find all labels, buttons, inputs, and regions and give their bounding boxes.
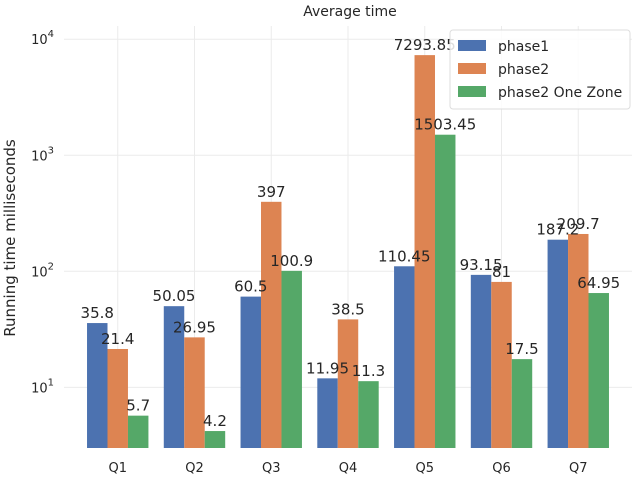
bar — [358, 381, 379, 448]
y-tick-exponent: 4 — [48, 29, 54, 40]
x-axis-ticks: Q1 Q2 Q3 Q4 Q5 Q6 Q7 — [108, 461, 587, 476]
bar — [547, 239, 569, 448]
data-labels: 35.8 50.05 60.5 11.95 110.45 93.15 187.2 21.4 26… — [81, 36, 621, 430]
bars — [87, 55, 609, 448]
data-label: 209.7 — [557, 215, 600, 233]
data-label: 60.5 — [234, 278, 267, 296]
data-label: 93.15 — [460, 256, 503, 274]
data-label: 35.8 — [81, 304, 114, 322]
data-label: 7293.85 — [394, 36, 456, 54]
x-tick-label: Q3 — [262, 461, 281, 476]
bar — [394, 266, 415, 448]
bar — [317, 378, 338, 448]
data-label: 38.5 — [331, 300, 364, 318]
data-label: 11.3 — [352, 362, 385, 380]
data-label: 26.95 — [173, 318, 216, 336]
bar — [414, 55, 435, 448]
bar — [337, 319, 359, 448]
data-label: 11.95 — [306, 359, 349, 377]
data-label: 187.2 — [536, 221, 579, 239]
x-tick-label: Q1 — [108, 461, 127, 476]
y-tick-exponent: 1 — [48, 377, 54, 388]
legend-swatch — [458, 63, 486, 74]
legend-box — [449, 29, 631, 110]
legend-entry: phase1 — [498, 39, 549, 55]
x-tick-label: Q4 — [339, 461, 358, 476]
x-tick-label: Q2 — [185, 461, 204, 476]
y-tick-exponent: 3 — [48, 145, 54, 156]
data-label: 110.45 — [378, 247, 431, 265]
data-label: 81 — [492, 263, 511, 281]
data-label: 1503.45 — [414, 116, 476, 134]
legend: phase1 phase2 phase2 One Zone — [449, 29, 631, 110]
bar — [434, 134, 456, 448]
bar — [491, 281, 512, 448]
data-label: 100.9 — [270, 252, 313, 270]
data-label: 17.5 — [505, 340, 538, 358]
bar — [470, 274, 492, 448]
data-label: 50.05 — [153, 287, 196, 305]
data-label: 4.2 — [203, 412, 227, 430]
bar — [568, 233, 589, 448]
legend-swatch — [458, 86, 486, 97]
data-label: 21.4 — [101, 330, 134, 348]
legend-entry: phase2 — [498, 62, 549, 78]
legend-entry: phase2 One Zone — [498, 85, 622, 101]
chart-title: Average time — [303, 4, 397, 20]
data-label: 5.7 — [126, 397, 150, 415]
bar — [281, 270, 302, 448]
x-tick-label: Q7 — [569, 461, 588, 476]
x-tick-label: Q5 — [415, 461, 434, 476]
y-axis-label: Running time milliseconds — [1, 139, 19, 337]
data-label: 397 — [257, 183, 286, 201]
x-tick-label: Q6 — [492, 461, 511, 476]
bar — [184, 337, 205, 448]
y-tick-exponent: 2 — [48, 261, 54, 272]
legend-swatch — [458, 40, 486, 51]
bar — [204, 431, 226, 448]
bar — [240, 296, 262, 448]
bar — [127, 415, 149, 448]
bar — [87, 323, 108, 448]
bar — [163, 306, 185, 448]
bar — [511, 359, 533, 448]
bar — [261, 201, 282, 448]
bar — [107, 348, 128, 448]
bar — [588, 293, 609, 448]
data-label: 64.95 — [577, 274, 620, 292]
